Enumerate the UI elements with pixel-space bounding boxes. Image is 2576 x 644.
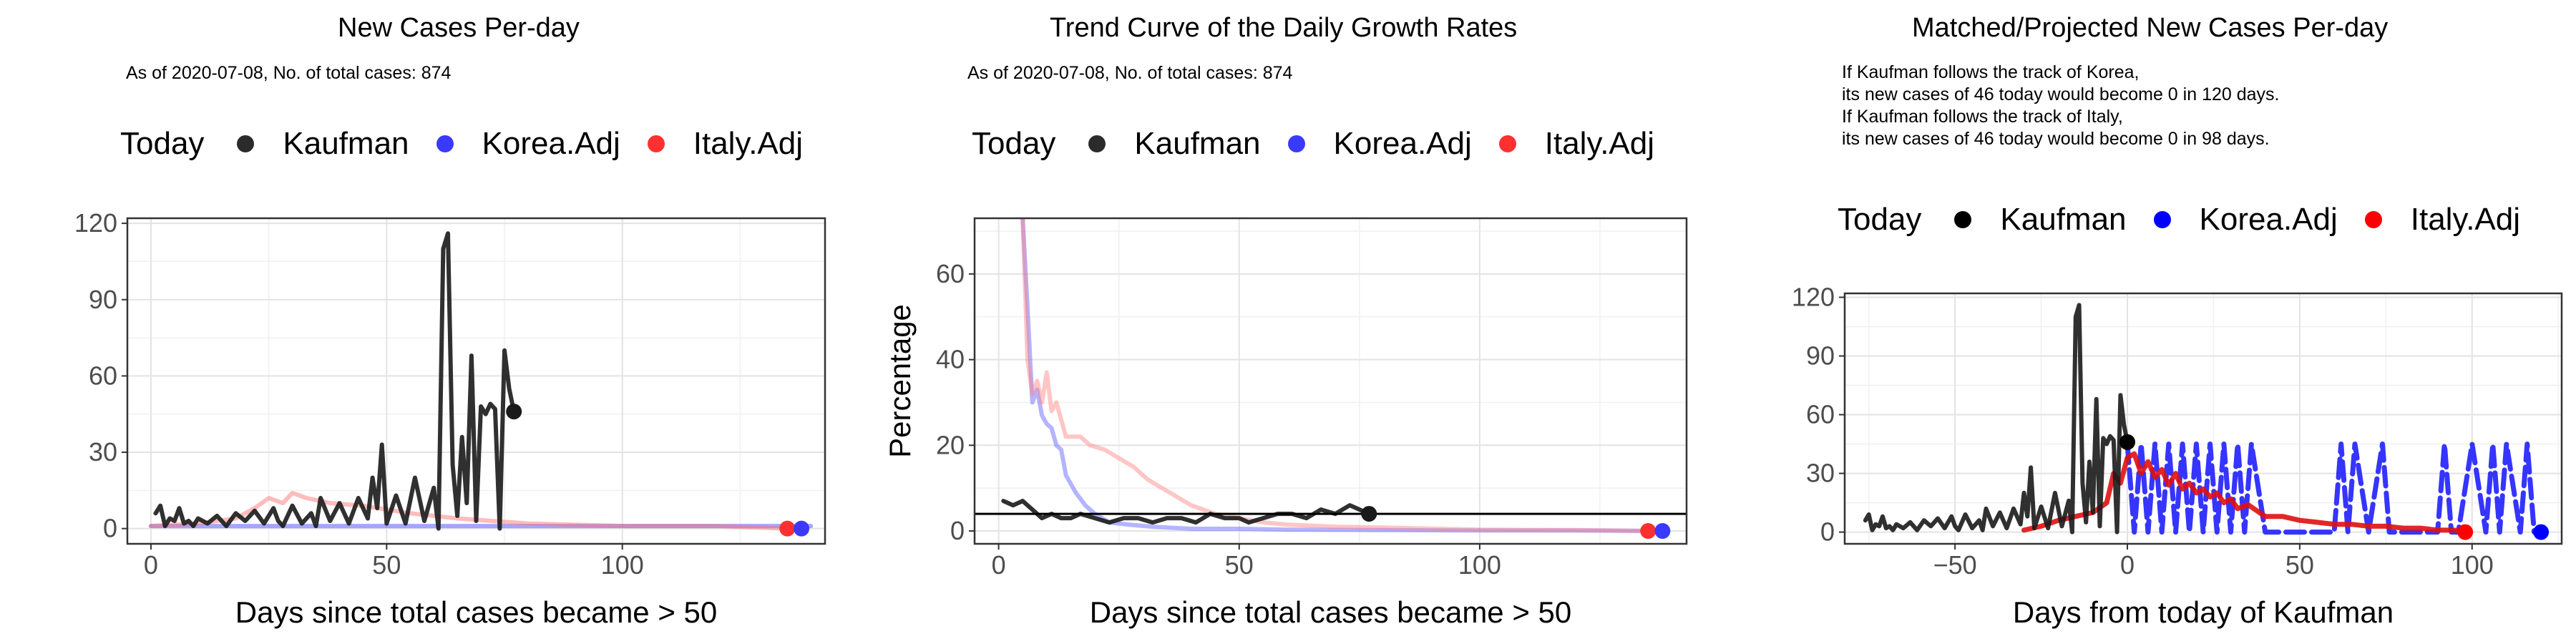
legend-dot-kaufman <box>1954 211 1972 228</box>
legend-item-korea: Korea.Adj <box>1287 126 1472 162</box>
x-axis-label: Days from today of Kaufman <box>2013 595 2394 629</box>
chart-growth-rate-trend: Trend Curve of the Daily Growth Rates As… <box>859 0 1717 644</box>
series-group <box>1863 303 2544 535</box>
plot-area: 0 50 100 0 20 40 60 Days since total cases beca… <box>883 217 1688 629</box>
y-tick-label: 0 <box>103 514 117 543</box>
legend-item-kaufman: Kaufman <box>1954 202 2127 238</box>
legend-label: Korea.Adj <box>1333 126 1472 161</box>
x-tick-label: 100 <box>1458 550 1501 580</box>
chart-matched-projected-cases: Matched/Projected New Cases Per-day If K… <box>1717 0 2576 644</box>
legend: Today Kaufman Korea.Adj Italy.Adj <box>972 126 1682 162</box>
legend-label: Italy.Adj <box>2410 202 2521 237</box>
legend-item-italy: Italy.Adj <box>2364 202 2521 238</box>
legend-title: Today <box>972 126 1056 161</box>
today-point-korea-adj <box>2533 524 2550 540</box>
note-line: If Kaufman follows the track of Italy, <box>1842 107 2123 127</box>
y-tick-label: 0 <box>950 516 965 545</box>
plot-border <box>1843 292 2563 545</box>
legend-dot-korea <box>436 135 454 152</box>
legend-title: Today <box>1838 202 1922 237</box>
today-point-korea-adj <box>1654 523 1671 540</box>
legend-label: Korea.Adj <box>482 126 620 161</box>
today-point-kaufman <box>1361 506 1377 522</box>
legend-title: Today <box>120 126 205 161</box>
chart-subtitle: As of 2020-07-08, No. of total cases: 87… <box>967 63 1293 83</box>
chart-title: Trend Curve of the Daily Growth Rates <box>1050 13 1518 43</box>
y-tick-label: 0 <box>1820 517 1835 547</box>
y-tick-label: 20 <box>936 430 965 459</box>
legend-item-kaufman: Kaufman <box>1088 126 1261 162</box>
series-line-kaufman <box>1001 499 1372 525</box>
legend: Today Kaufman Korea.Adj Italy.Adj <box>120 126 830 162</box>
x-axis-label: Days since total cases became > 50 <box>235 595 718 629</box>
plot-border <box>973 217 1688 545</box>
today-point-italy-adj <box>2457 524 2474 540</box>
y-tick-label: 30 <box>89 437 117 467</box>
y-axis-label: Percentage <box>883 304 917 458</box>
chart-title: New Cases Per-day <box>338 13 580 43</box>
x-tick-label: 50 <box>1225 550 1254 580</box>
x-tick-label: 100 <box>601 550 644 580</box>
series-group <box>1001 218 1665 533</box>
note-line: If Kaufman follows the track of Korea, <box>1842 62 2140 82</box>
chart-subtitle: As of 2020-07-08, No. of total cases: 87… <box>126 63 452 83</box>
legend-item-korea: Korea.Adj <box>436 126 620 162</box>
today-point-italy-adj <box>1640 523 1657 540</box>
note-line: its new cases of 46 today would become 0… <box>1842 129 2270 149</box>
x-tick-label: 0 <box>2120 550 2135 580</box>
note-line: its new cases of 46 today would become 0… <box>1842 84 2280 104</box>
legend-dot-italy <box>2364 211 2382 228</box>
legend-dot-korea <box>1287 135 1305 152</box>
today-point-korea-adj <box>794 520 810 537</box>
legend-dot-kaufman <box>1088 135 1106 152</box>
today-point-italy-adj <box>779 520 796 537</box>
legend-item-italy: Italy.Adj <box>647 126 804 162</box>
legend-dot-italy <box>647 135 665 152</box>
x-tick-label: 100 <box>2451 550 2494 580</box>
series-line-kaufman <box>1863 303 2129 535</box>
plot-area: 0 50 100 0 30 60 90 120 Days since total cases b… <box>74 208 826 629</box>
legend-label: Kaufman <box>1134 126 1261 161</box>
legend-dot-italy <box>1498 135 1516 152</box>
series-group <box>148 231 814 531</box>
x-tick-label: −50 <box>1933 550 1977 580</box>
legend-label: Italy.Adj <box>693 126 804 161</box>
legend-label: Italy.Adj <box>1544 126 1655 161</box>
legend-label: Kaufman <box>2000 202 2127 237</box>
legend-dot-korea <box>2153 211 2171 228</box>
legend-item-korea: Korea.Adj <box>2153 202 2338 238</box>
legend-item-italy: Italy.Adj <box>1498 126 1655 162</box>
legend-item-kaufman: Kaufman <box>237 126 409 162</box>
series-line-italy-adj <box>1020 218 1651 533</box>
series-line-korea-adj <box>1020 218 1665 533</box>
x-axis-label: Days since total cases became > 50 <box>1090 595 1572 629</box>
chart-title: Matched/Projected New Cases Per-day <box>1912 13 2389 43</box>
plot-background <box>975 218 1687 544</box>
y-tick-label: 60 <box>1806 400 1835 429</box>
projection-note: If Kaufman follows the track of Korea, i… <box>1842 62 2279 150</box>
legend-dot-kaufman <box>237 135 255 152</box>
y-tick-label: 120 <box>1792 282 1835 311</box>
legend: Today Kaufman Korea.Adj Italy.Adj <box>1838 202 2547 238</box>
x-tick-label: 50 <box>372 550 401 580</box>
y-tick-label: 60 <box>89 361 117 390</box>
plot-border <box>126 217 826 545</box>
chart-new-cases-per-day: New Cases Per-day As of 2020-07-08, No. … <box>0 0 859 644</box>
y-tick-label: 30 <box>1806 459 1835 488</box>
today-point-kaufman <box>2119 434 2136 450</box>
plot-area: −50 0 50 100 0 30 60 90 120 Days from today of Ka… <box>1792 282 2563 629</box>
series-line-korea-adj <box>2124 441 2544 535</box>
y-tick-label: 90 <box>89 285 117 314</box>
legend-label: Kaufman <box>283 126 409 161</box>
y-tick-label: 90 <box>1806 341 1835 371</box>
y-tick-label: 120 <box>74 208 117 238</box>
y-tick-label: 60 <box>936 259 965 288</box>
y-tick-label: 40 <box>936 345 965 374</box>
x-tick-label: 50 <box>2285 550 2314 580</box>
today-point-kaufman <box>506 404 522 420</box>
x-tick-label: 0 <box>144 550 158 580</box>
x-tick-label: 0 <box>992 550 1006 580</box>
series-line-kaufman <box>153 231 517 531</box>
legend-label: Korea.Adj <box>2199 202 2338 237</box>
